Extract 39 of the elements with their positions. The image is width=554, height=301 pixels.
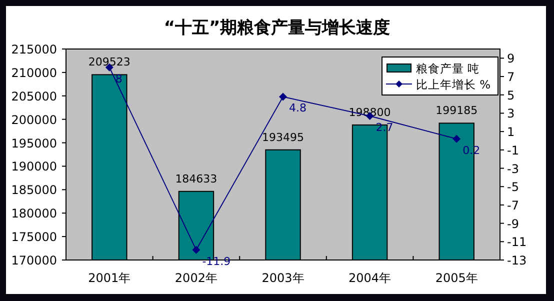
x-tick-label: 2003年	[262, 271, 304, 285]
y2-tick-label: 1	[507, 125, 515, 140]
legend-label: 粮食产量 吨	[416, 62, 480, 76]
y-tick-label: 200000	[11, 112, 57, 127]
y-tick-label: 185000	[11, 183, 57, 198]
y2-tick-label: -1	[507, 143, 519, 158]
y2-tick-label: 9	[507, 52, 515, 66]
data-label: 209523	[88, 56, 130, 69]
data-label: 184633	[175, 172, 218, 186]
y2-tick-label: -7	[507, 198, 519, 212]
x-tick-label: 2001年	[88, 271, 131, 285]
y2-tick-label: -3	[507, 162, 519, 176]
data-label: 199185	[436, 104, 478, 118]
point	[279, 92, 287, 101]
y2-tick-label: -9	[507, 216, 519, 231]
data-label: 4.8	[289, 102, 306, 115]
y-tick-label: 210000	[11, 66, 57, 80]
y2-tick-label: -5	[507, 180, 519, 194]
y2-tick-label: 5	[507, 88, 515, 102]
y-tick-label: 190000	[11, 160, 57, 174]
x-tick-label: 2002年	[174, 271, 218, 285]
point	[192, 246, 200, 254]
legend-label: 比上年增长 %	[416, 78, 491, 92]
data-label: 193495	[262, 130, 304, 144]
x-tick-label: 2004年	[348, 271, 392, 285]
y2-tick-label: -13	[507, 254, 527, 268]
y-tick-label: 180000	[11, 206, 57, 221]
y-tick-label: 205000	[11, 89, 57, 104]
y-tick-label: 175000	[11, 230, 57, 244]
y2-tick-label: -11	[507, 235, 527, 250]
y-tick-label: 170000	[11, 254, 57, 268]
point	[452, 134, 461, 143]
title: “十五”期粮食产量与增长速度	[164, 18, 390, 38]
y2-tick-label: 3	[507, 106, 515, 121]
y2-tick-label: 7	[507, 70, 515, 84]
y-tick-label: 195000	[11, 136, 57, 150]
x-tick-label: 2005年	[435, 271, 478, 285]
y-tick-label: 215000	[11, 42, 57, 56]
data-label: 8	[115, 72, 122, 86]
